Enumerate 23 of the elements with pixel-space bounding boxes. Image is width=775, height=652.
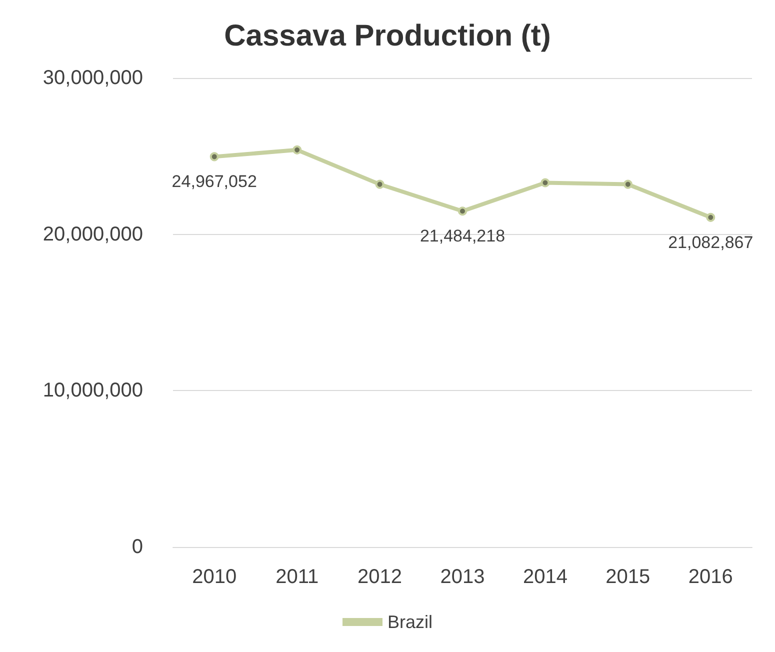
y-tick-label: 10,000,000 bbox=[42, 380, 143, 402]
point bbox=[292, 145, 302, 154]
x-tick-label: 2016 bbox=[688, 566, 733, 588]
x-tick-label: 2013 bbox=[440, 566, 485, 588]
y-tick-label: 20,000,000 bbox=[42, 223, 143, 246]
point bbox=[210, 152, 219, 162]
x-tick-label: 2010 bbox=[192, 566, 237, 588]
data-label: 21,082,867 bbox=[668, 232, 754, 252]
x-tick-label: 2012 bbox=[358, 566, 402, 588]
x-tick-label: 2015 bbox=[606, 566, 650, 588]
x-tick-label: 2014 bbox=[522, 566, 568, 588]
point bbox=[623, 180, 632, 189]
point bbox=[458, 206, 467, 216]
point bbox=[540, 178, 550, 188]
data-label: 21,484,218 bbox=[420, 226, 506, 246]
chart-title: Cassava Production (t) bbox=[224, 20, 551, 52]
point bbox=[706, 212, 716, 222]
x-tick-label: 2011 bbox=[276, 566, 319, 588]
y-tick-label: 30,000,000 bbox=[42, 67, 143, 89]
data-label: 24,967,052 bbox=[172, 172, 257, 192]
legend-label: Brazil bbox=[387, 612, 433, 632]
y-tick-label: 0 bbox=[132, 536, 143, 558]
point bbox=[375, 180, 384, 189]
